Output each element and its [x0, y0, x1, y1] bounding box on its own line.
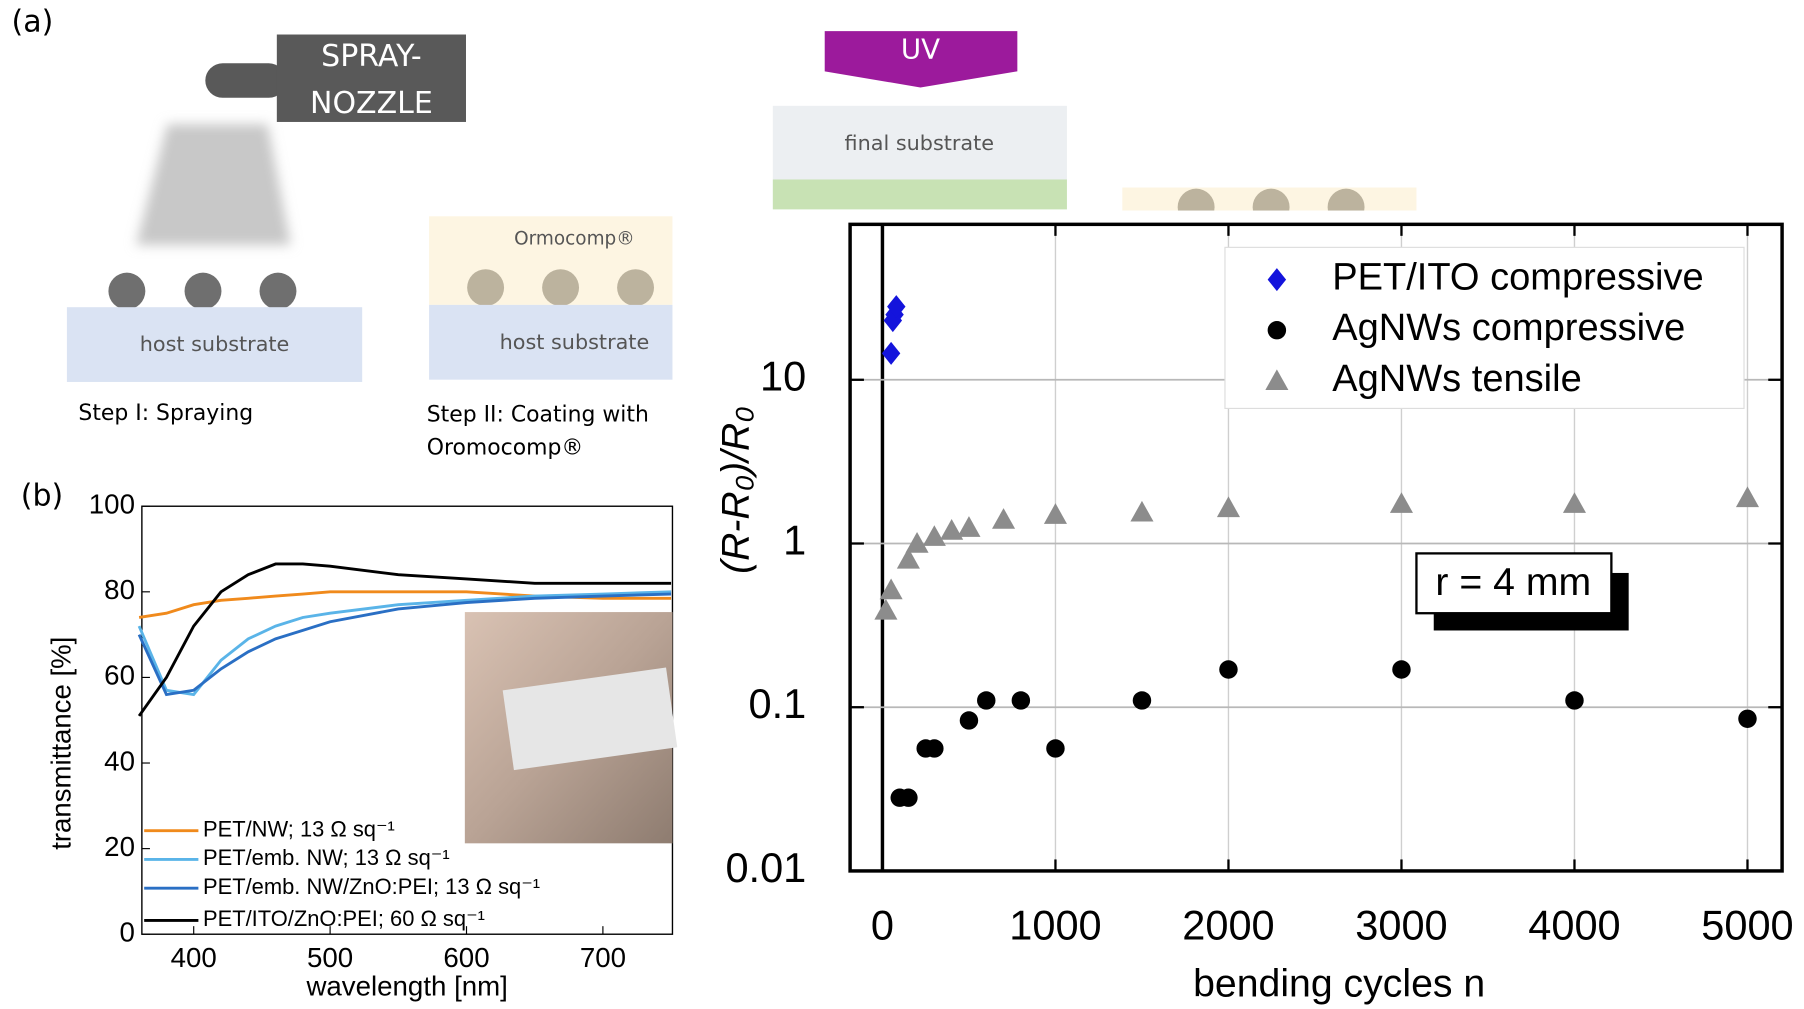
point: [960, 711, 978, 729]
x-tick-label: 1000: [1009, 901, 1101, 948]
spray: [136, 124, 291, 245]
y-tick-label: 0.01: [725, 844, 806, 891]
page: {"diagram": {"panel_a": "(a)", "panel_b"…: [0, 0, 1804, 1009]
coating: [773, 179, 1067, 209]
step-label: Step I: Spraying: [78, 401, 253, 426]
x-tick-label: 500: [307, 942, 353, 973]
point: [1219, 660, 1237, 678]
nanowire: [617, 269, 654, 306]
nanowire: [542, 269, 579, 306]
x-tick-label: 5000: [1701, 901, 1793, 948]
y-tick-label: 80: [104, 574, 135, 605]
x-axis-label: bending cycles n: [1193, 962, 1485, 1005]
panel-label: (b): [21, 479, 63, 514]
nanowire: [260, 273, 297, 310]
nozzle-label: NOZZLE: [310, 86, 433, 121]
x-tick-label: 700: [580, 942, 626, 973]
x-tick-label: 3000: [1355, 901, 1447, 948]
x-tick-label: 400: [171, 942, 217, 973]
x-axis-label: wavelength [nm]: [305, 971, 507, 1002]
nozzle-pipe: [205, 63, 286, 98]
x-tick-label: 2000: [1182, 901, 1274, 948]
legend-label: PET/ITO compressive: [1332, 257, 1703, 299]
substrate-label: host substrate: [140, 332, 290, 356]
substrate-label: host substrate: [500, 330, 650, 354]
point: [1565, 691, 1583, 709]
x-tick-label: 4000: [1528, 901, 1620, 948]
point: [1738, 710, 1756, 728]
substrate-label: final substrate: [845, 131, 995, 155]
legend-swatch: [1268, 321, 1286, 339]
y-axis-label: transmittance [%]: [46, 637, 77, 850]
point: [1133, 691, 1151, 709]
y-tick-label: 100: [89, 489, 135, 520]
coating-label: Ormocomp®: [514, 228, 635, 249]
point: [925, 739, 943, 757]
y-tick-label: 60: [104, 660, 135, 691]
point: [899, 789, 917, 807]
nanowire: [467, 269, 504, 306]
legend-label: PET/NW; 13 Ω sq⁻¹: [203, 816, 395, 841]
point: [1012, 691, 1030, 709]
y-axis-label: (R-R₀)/R₀: [715, 406, 758, 574]
legend-label: AgNWs compressive: [1332, 307, 1685, 349]
y-tick-label: 0.1: [749, 680, 807, 727]
x-tick-label: 0: [871, 901, 894, 948]
point: [1046, 739, 1064, 757]
nanowire: [185, 273, 222, 310]
point: [977, 691, 995, 709]
y-tick-label: 0: [120, 917, 135, 948]
y-tick-label: 10: [760, 353, 806, 400]
figure: (a) SPRAY- NOZZLE host substrate Step I:…: [0, 0, 1804, 1009]
legend-label: AgNWs tensile: [1332, 358, 1582, 400]
mask: [704, 211, 1804, 225]
point: [1392, 660, 1410, 678]
y-tick-label: 20: [104, 831, 135, 862]
annotation: r = 4 mm: [1435, 561, 1591, 604]
x-tick-label: 600: [443, 942, 489, 973]
step-label: Step II: Coating with: [427, 402, 649, 427]
uv-label: UV: [901, 33, 940, 66]
legend-label: PET/ITO/ZnO:PEI; 60 Ω sq⁻¹: [203, 906, 485, 931]
panel-label: (a): [12, 5, 54, 40]
nozzle-label: SPRAY-: [321, 39, 421, 74]
legend-label: PET/emb. NW; 13 Ω sq⁻¹: [203, 845, 450, 870]
y-tick-label: 1: [783, 516, 806, 563]
y-tick-label: 40: [104, 745, 135, 776]
nanowire: [108, 273, 145, 310]
legend-label: PET/emb. NW/ZnO:PEI; 13 Ω sq⁻¹: [203, 874, 540, 899]
step-label: Oromocomp®: [427, 436, 583, 461]
